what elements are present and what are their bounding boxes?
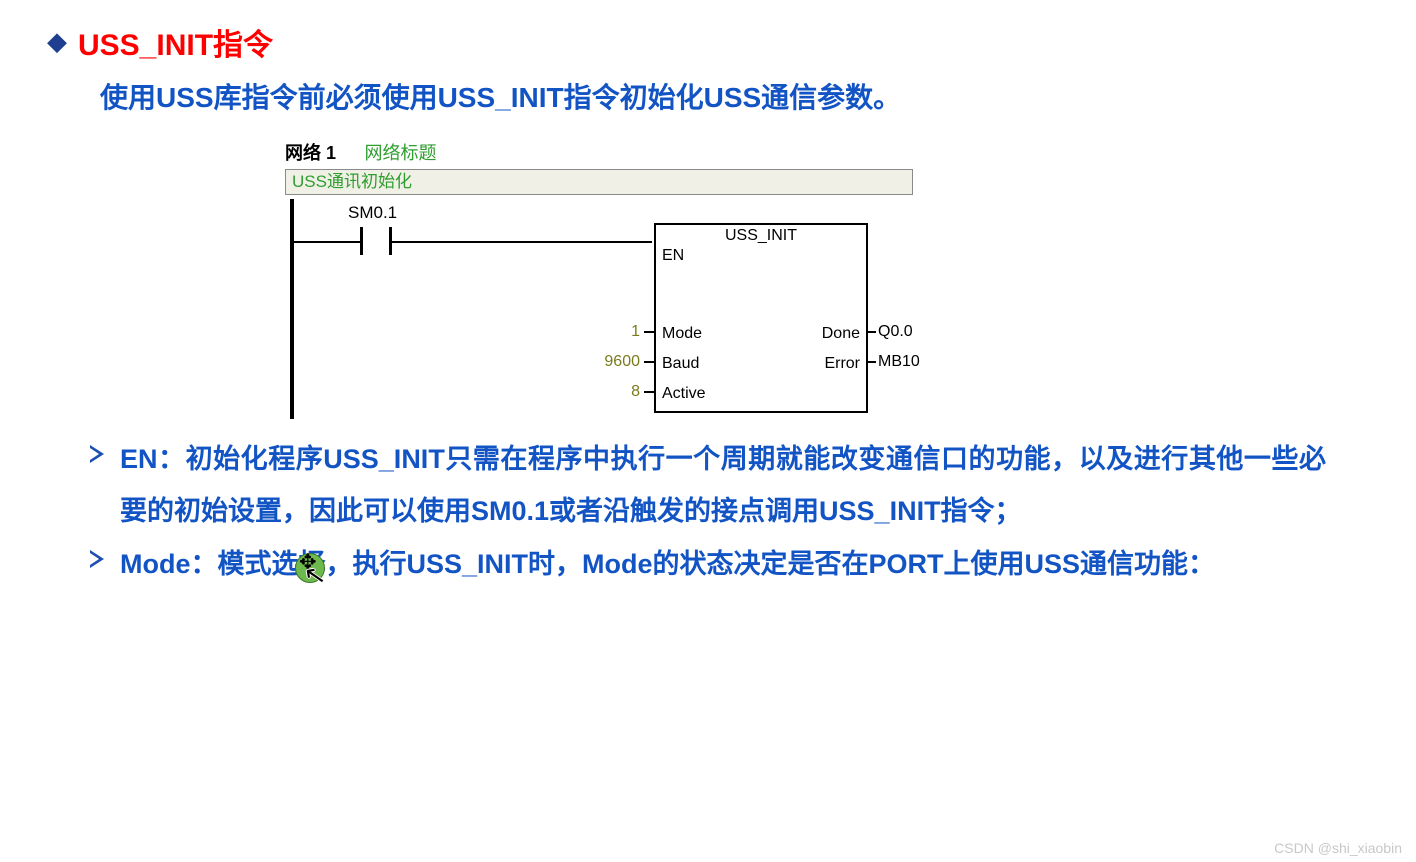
pin-active: Active bbox=[662, 385, 706, 403]
tick-active bbox=[644, 391, 654, 393]
contact-gap bbox=[363, 240, 389, 244]
pin-mode: Mode bbox=[662, 325, 702, 343]
val-done: Q0.0 bbox=[878, 323, 938, 341]
contact-label: SM0.1 bbox=[348, 203, 397, 223]
chevron-icon bbox=[90, 550, 104, 568]
pin-error: Error bbox=[824, 355, 860, 373]
function-block: USS_INIT EN Mode Baud Active Done Error bbox=[654, 223, 868, 413]
network-header: 网络 1 网络标题 bbox=[285, 139, 930, 165]
network-label: 网络 1 bbox=[285, 143, 336, 163]
tick-baud bbox=[644, 361, 654, 363]
bullet-body-mode: 模式选择，执行USS_INIT时，Mode的状态决定是否在PORT上使用USS通… bbox=[218, 549, 1216, 579]
pin-en: EN bbox=[662, 247, 684, 265]
diamond-bullet-icon bbox=[50, 32, 70, 52]
network-title: 网络标题 bbox=[364, 143, 436, 163]
val-active: 8 bbox=[590, 383, 640, 401]
chevron-icon bbox=[90, 445, 104, 463]
val-error: MB10 bbox=[878, 353, 938, 371]
pin-baud: Baud bbox=[662, 355, 699, 373]
left-power-rail bbox=[290, 199, 294, 419]
bullet-body-en: 初始化程序USS_INIT只需在程序中执行一个周期就能改变通信口的功能，以及进行… bbox=[120, 444, 1326, 527]
val-mode: 1 bbox=[590, 323, 640, 341]
intro-paragraph: 使用USS库指令前必须使用USS_INIT指令初始化USS通信参数。 bbox=[100, 76, 1376, 121]
ladder-diagram: 网络 1 网络标题 USS通讯初始化 SM0.1 USS_INIT EN Mod… bbox=[270, 139, 930, 419]
title-text: USS_INIT指令 bbox=[78, 20, 273, 64]
watermark: CSDN @shi_xiaobin bbox=[1274, 840, 1402, 856]
ladder-canvas: SM0.1 USS_INIT EN Mode Baud Active Done … bbox=[270, 199, 910, 419]
bullet-item-mode: Mode：模式选择，执行USS_INIT时，Mode的状态决定是否在PORT上使… bbox=[90, 538, 1326, 591]
section-title: USS_INIT指令 bbox=[50, 20, 1376, 64]
network-comment: USS通讯初始化 bbox=[285, 169, 913, 195]
pin-done: Done bbox=[822, 325, 860, 343]
block-name: USS_INIT bbox=[656, 227, 866, 245]
bullet-text-en: EN：初始化程序USS_INIT只需在程序中执行一个周期就能改变通信口的功能，以… bbox=[120, 433, 1326, 538]
rung-line bbox=[292, 241, 652, 243]
val-baud: 9600 bbox=[590, 353, 640, 371]
bullet-item-en: EN：初始化程序USS_INIT只需在程序中执行一个周期就能改变通信口的功能，以… bbox=[90, 433, 1326, 538]
tick-mode bbox=[644, 331, 654, 333]
bullet-label-en: EN： bbox=[120, 444, 186, 474]
tick-done bbox=[866, 331, 876, 333]
bullet-list: EN：初始化程序USS_INIT只需在程序中执行一个周期就能改变通信口的功能，以… bbox=[90, 433, 1326, 591]
bullet-label-mode: Mode： bbox=[120, 549, 218, 579]
tick-error bbox=[866, 361, 876, 363]
